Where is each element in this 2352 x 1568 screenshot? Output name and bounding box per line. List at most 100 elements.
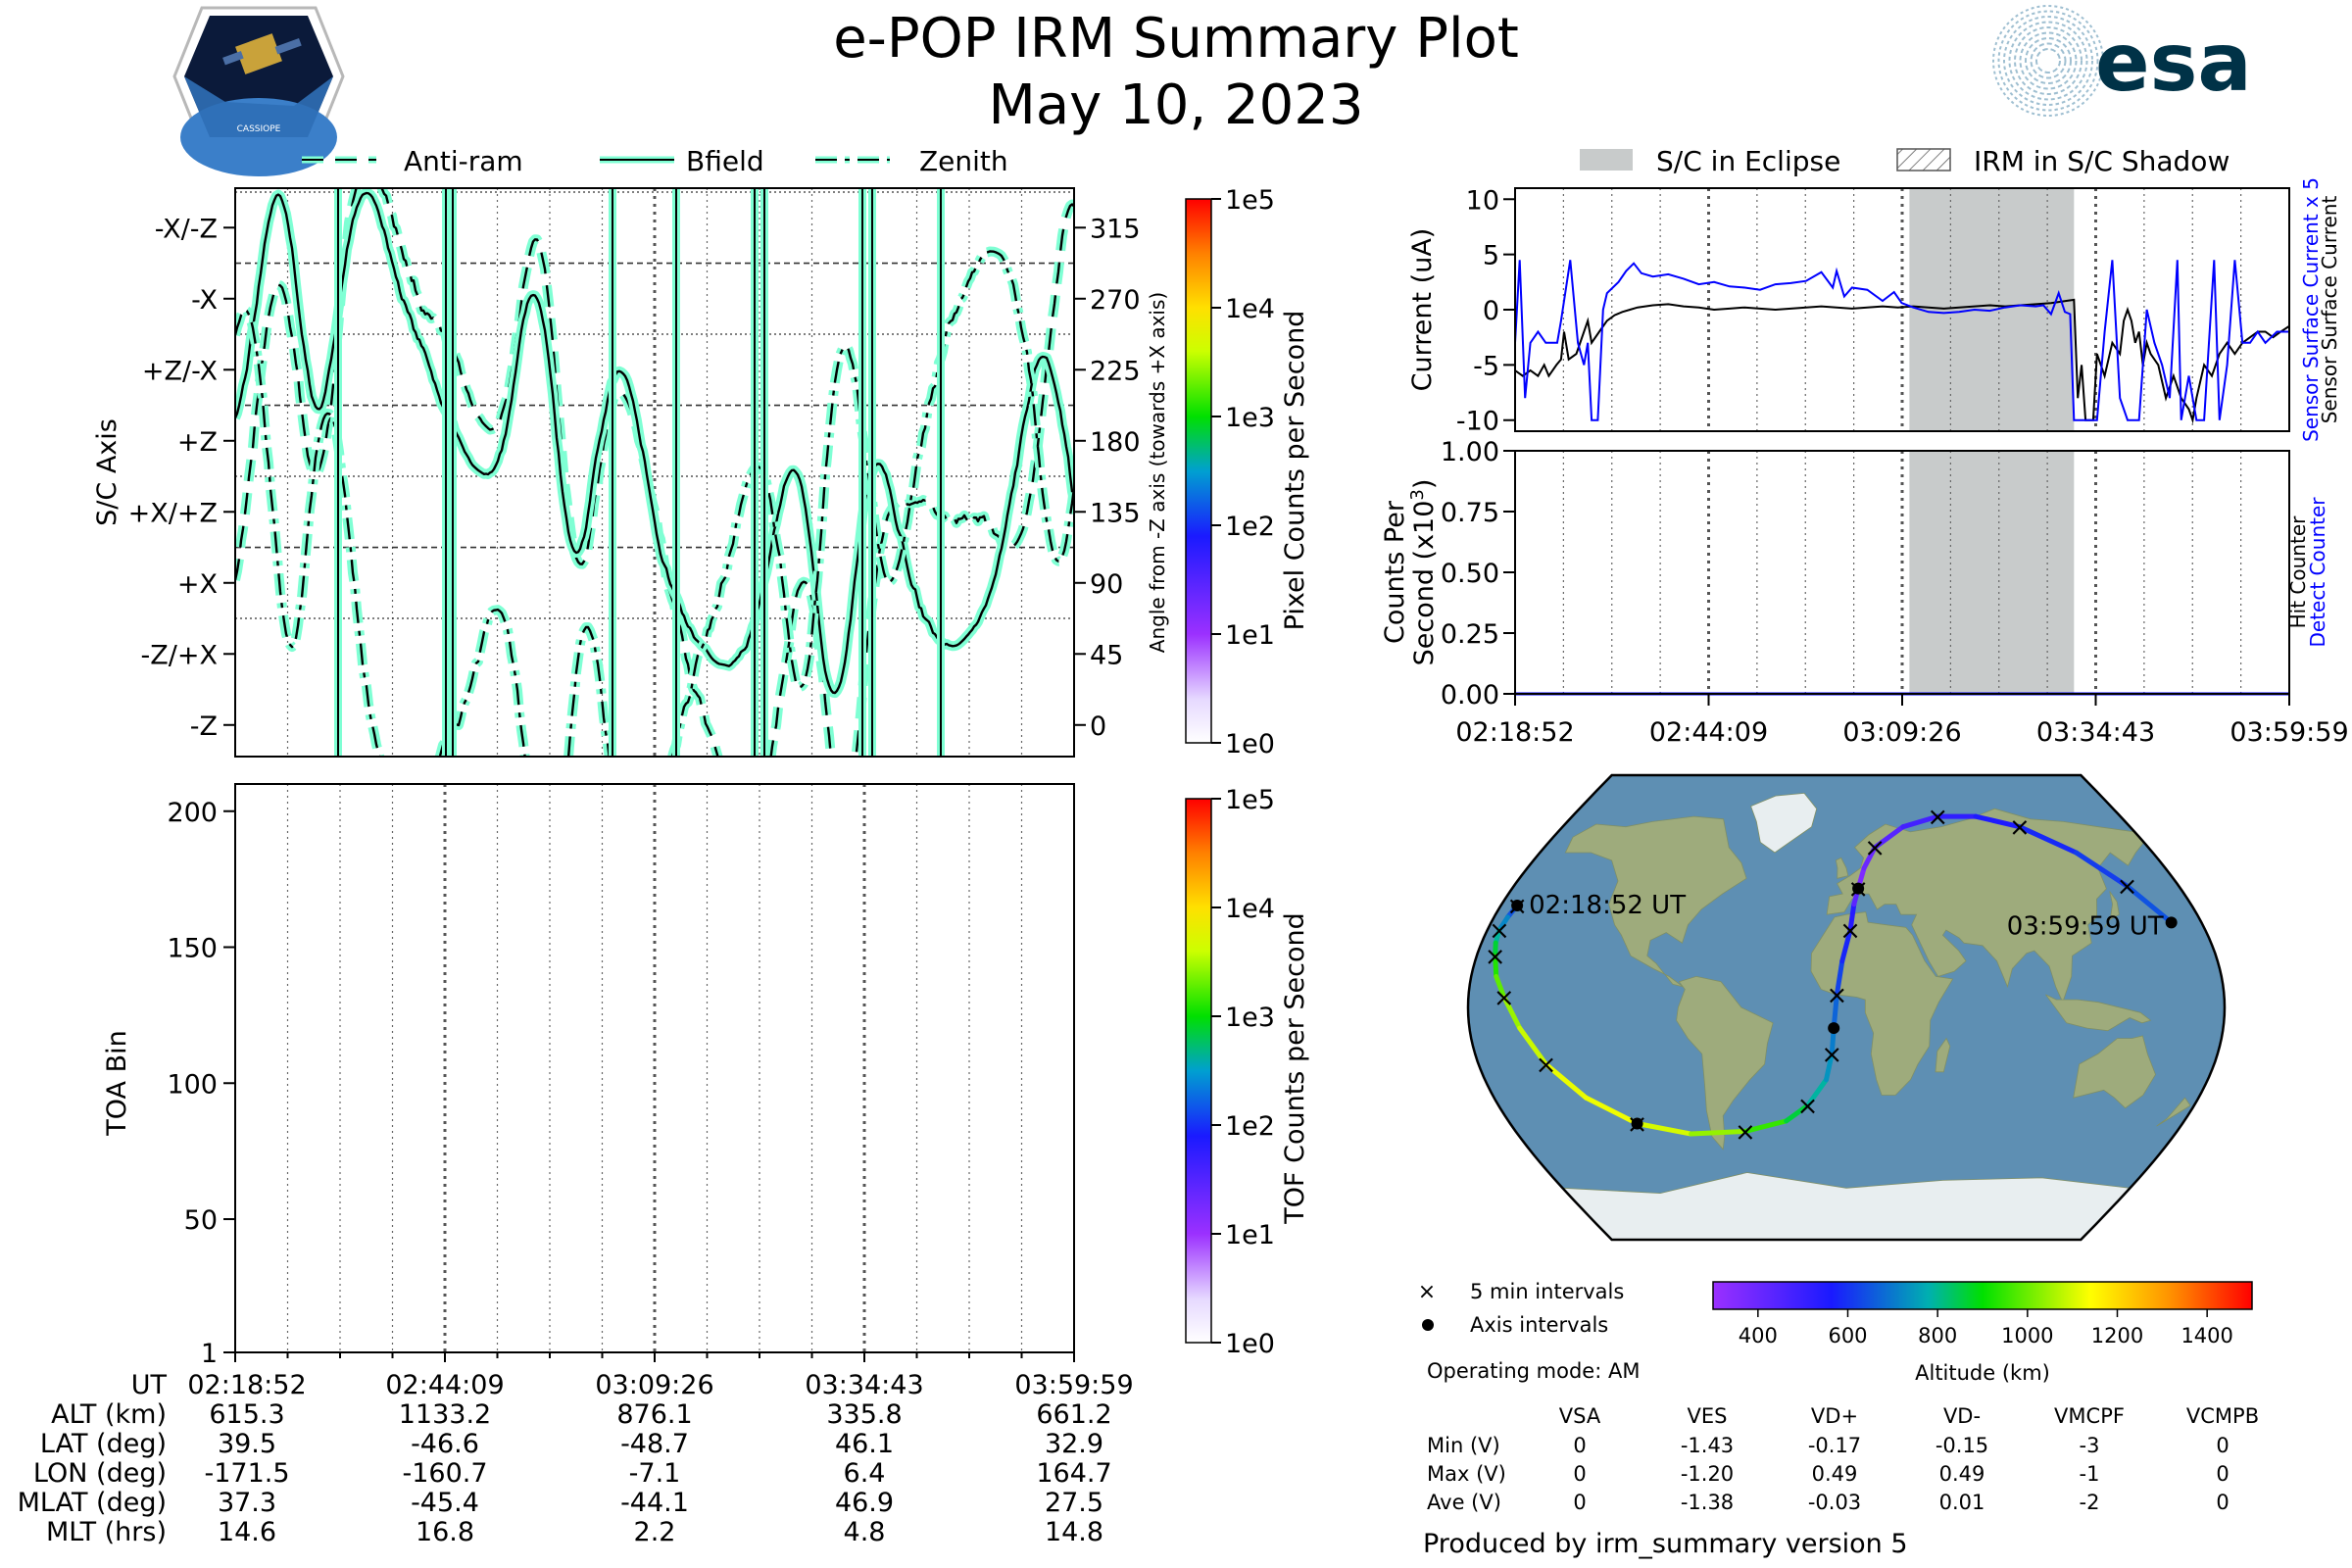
colorbar-tick: 1e4 <box>1225 294 1275 324</box>
ephemeris-cell: -7.1 <box>629 1458 681 1489</box>
ephemeris-cell: -44.1 <box>620 1488 689 1518</box>
sc-axis-trace-anti-ram <box>235 188 358 581</box>
ground-track-segment <box>1493 953 1499 979</box>
sc-axis-tick-left: +Z/-X <box>142 356 218 386</box>
voltage-cell: -1 <box>2080 1462 2100 1486</box>
altitude-tick: 1000 <box>2001 1324 2053 1348</box>
map-land-madagascar <box>1935 1037 1951 1073</box>
current-tick: 5 <box>1483 241 1499 271</box>
legend-bfield: Bfield <box>686 145 764 177</box>
colorbar-tick: 1e1 <box>1225 1220 1275 1250</box>
counts-x-tick: 02:44:09 <box>1649 717 1768 748</box>
track-5min-marker: × <box>1826 981 1847 1010</box>
sc-axis-trace-zenith <box>566 625 611 757</box>
voltage-cell: -1.20 <box>1681 1462 1734 1486</box>
map-legend: × 5 min intervals Axis intervals 400 600 8… <box>1418 1280 2253 1385</box>
ephemeris-cell: 14.6 <box>218 1517 276 1547</box>
ground-track-segment <box>1494 973 1507 1000</box>
counts-tick: 0.00 <box>1441 680 1499 710</box>
track-5min-marker: × <box>1494 983 1515 1012</box>
ephemeris-cell: 37.3 <box>218 1488 276 1518</box>
tof-colorbar <box>1185 798 1212 1344</box>
sc-axis-tick-right: 315 <box>1090 214 1141 244</box>
track-5min-marker: × <box>1839 916 1861 946</box>
voltage-header: VD- <box>1943 1404 1981 1428</box>
ephemeris-cell: 4.8 <box>844 1517 886 1547</box>
voltage-row-label: Min (V) <box>1427 1434 1500 1457</box>
voltage-header: VMCPF <box>2054 1404 2125 1428</box>
toa-tick: 200 <box>167 798 218 828</box>
voltage-header: VES <box>1688 1404 1728 1428</box>
produced-by: Produced by irm_summary version 5 <box>1423 1529 1908 1559</box>
colorbar-tick: 1e0 <box>1225 729 1275 760</box>
ground-track-segment <box>2125 883 2175 925</box>
current-panel: 10 5 0 -5 -10 Current (uA) Sensor Surface Cu… <box>1407 177 2341 442</box>
track-5min-marker: × <box>2117 872 2138 902</box>
voltage-row-label: Ave (V) <box>1427 1491 1501 1514</box>
colorbar-tick: 1e3 <box>1225 403 1275 433</box>
counts-x-tick: 02:18:52 <box>1455 717 1574 748</box>
ephemeris-cell: 14.8 <box>1045 1517 1103 1547</box>
sc-axis-tick-right: 180 <box>1090 427 1141 458</box>
ephemeris-row-label: MLT (hrs) <box>46 1517 167 1547</box>
header: CASSIOPE e-POP IRM Summary Plot May 10, … <box>172 5 2252 176</box>
sc-axis-tick-left: -X <box>191 285 218 316</box>
current-tick: 0 <box>1483 296 1499 326</box>
sc-axis-tick-right: 270 <box>1090 285 1141 316</box>
map-land-north-america <box>1564 815 1747 988</box>
page-date: May 10, 2023 <box>989 74 1364 137</box>
svg-text:×: × <box>1418 1280 1436 1304</box>
sc-axis-tick-right: 45 <box>1090 640 1123 670</box>
map-land-japan <box>2104 891 2120 928</box>
ephemeris-cell: 02:44:09 <box>385 1370 504 1400</box>
counts-ylabel-line1: Counts Per <box>1380 500 1410 644</box>
toa-tick: 1 <box>201 1339 218 1369</box>
altitude-colorbar-label: Altitude (km) <box>1915 1361 2050 1385</box>
legend-5min: 5 min intervals <box>1470 1280 1624 1303</box>
legend-eclipse: S/C in Eclipse <box>1656 145 1840 177</box>
voltage-cell: -1.38 <box>1681 1491 1734 1514</box>
current-right-label-black: Sensor Surface Current <box>2318 196 2341 424</box>
voltage-cell: -3 <box>2080 1434 2100 1457</box>
voltage-cell: 0 <box>2216 1434 2229 1457</box>
ephemeris-cell: 03:09:26 <box>595 1370 713 1400</box>
ephemeris-cell: 02:18:52 <box>187 1370 306 1400</box>
current-blue-series <box>1515 260 2289 421</box>
legend-shadow: IRM in S/C Shadow <box>1974 145 2230 177</box>
ephemeris-cell: 335.8 <box>826 1399 902 1430</box>
voltage-header: VD+ <box>1811 1404 1858 1428</box>
ground-track-segment <box>1847 902 1857 933</box>
toa-ylabel: TOA Bin <box>102 1030 132 1136</box>
counts-tick: 0.50 <box>1441 559 1499 589</box>
sc-axis-trace-zenith <box>235 308 381 757</box>
sc-axis-ylabel: S/C Axis <box>92 418 122 526</box>
toa-tick: 100 <box>167 1069 218 1100</box>
ground-track-segment <box>1496 914 1511 933</box>
colorbar-tick: 1e3 <box>1225 1003 1275 1033</box>
sc-axis-tick-left: +Z <box>177 427 218 458</box>
ephemeris-row-label: ALT (km) <box>51 1399 167 1430</box>
legend-zenith: Zenith <box>919 145 1008 177</box>
ground-track-segment <box>1805 1077 1830 1108</box>
voltage-cell: 0 <box>2216 1462 2229 1486</box>
ground-track-segment <box>1583 1095 1641 1126</box>
ephemeris-cell: -48.7 <box>620 1429 689 1459</box>
ephemeris-cell: 876.1 <box>616 1399 692 1430</box>
ground-track-segment <box>1543 1061 1589 1101</box>
sc-axis-panel: -X/-Z 315 -X 270 +Z/-X 225 +Z 180 +X/+Z 135 +X 90 -Z… <box>92 185 1310 760</box>
ephemeris-cell: 39.5 <box>218 1429 276 1459</box>
track-5min-marker: × <box>1864 834 1886 863</box>
page-title: e-POP IRM Summary Plot <box>833 7 1519 71</box>
counts-x-tick: 03:09:26 <box>1842 717 1961 748</box>
ground-track-segment <box>1839 927 1853 964</box>
colorbar-tick: 1e5 <box>1225 785 1275 815</box>
ephemeris-cell: 2.2 <box>634 1517 676 1547</box>
ephemeris-cell: -160.7 <box>402 1458 487 1489</box>
track-5min-marker: × <box>1927 803 1948 832</box>
altitude-tick: 800 <box>1918 1324 1957 1348</box>
colorbar-tick: 1e0 <box>1225 1329 1275 1359</box>
track-start-label: 02:18:52 UT <box>1529 891 1686 920</box>
counts-right-label-blue: Detect Counter <box>2306 497 2329 648</box>
